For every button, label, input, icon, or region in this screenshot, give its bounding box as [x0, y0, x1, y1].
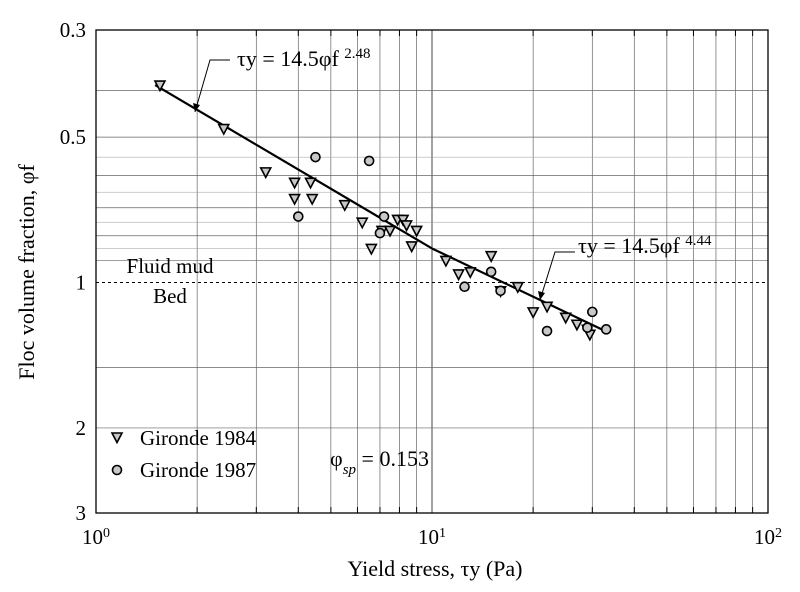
data-point-triangle — [383, 225, 397, 238]
data-point-triangle — [338, 199, 352, 212]
data-point-triangle — [400, 220, 413, 233]
data-point-triangle — [365, 243, 378, 256]
fit-label-leader — [194, 59, 230, 113]
axis-ticks: 100 101 102 0.3 0.5 1 2 3 — [60, 18, 782, 549]
x-axis-label: Yield stress, τy (Pa) — [347, 556, 522, 581]
fit-label: τy = 14.5φf 2.48 — [237, 46, 371, 71]
x-tick-label: 101 — [418, 525, 446, 549]
x-tick-label: 102 — [754, 525, 782, 549]
fit-lines — [154, 84, 603, 331]
bed-label: Bed — [153, 284, 187, 308]
data-point-triangle — [217, 123, 231, 136]
data-point-triangle — [463, 266, 477, 280]
data-point-circle — [292, 211, 304, 222]
data-point-triangle — [526, 307, 540, 320]
data-point-triangle — [396, 214, 410, 227]
data-point-triangle — [304, 177, 317, 190]
data-point-triangle — [288, 177, 301, 190]
fit-label-leader — [539, 251, 575, 301]
data-point-triangle — [439, 255, 453, 268]
data-point-triangle — [540, 301, 554, 314]
y-tick-label: 1 — [76, 271, 87, 295]
y-tick-label: 3 — [76, 501, 87, 525]
grid — [96, 30, 768, 513]
data-point-triangle — [511, 281, 525, 294]
data-point-circle — [310, 151, 321, 163]
data-point-circle — [485, 266, 497, 278]
data-point-circle — [495, 285, 506, 297]
data-point-triangle — [559, 312, 573, 325]
fit-labels: τy = 14.5φf 2.48 τy = 14.5φf 4.44 — [193, 46, 712, 301]
y-tick-label: 0.5 — [60, 125, 86, 149]
data-point-circle — [541, 325, 553, 337]
data-point-circle — [587, 306, 598, 318]
data-point-circle — [459, 281, 470, 293]
data-point-circle — [582, 322, 593, 333]
data-point-triangle — [452, 269, 465, 282]
data-point-triangle — [410, 225, 423, 238]
legend-label: Gironde 1987 — [140, 458, 256, 482]
data-point-triangle — [570, 319, 584, 332]
legend-marker-circle — [111, 464, 123, 476]
legend: Gironde 1984 Gironde 1987 — [110, 426, 257, 482]
fit-label-arrowhead — [538, 291, 545, 300]
data-point-triangle — [405, 241, 419, 254]
plot-frame — [95, 29, 769, 514]
y-axis-label: Floc volume fraction, φf — [14, 164, 39, 380]
data-point-triangle — [355, 217, 369, 230]
data-point-triangle — [484, 250, 498, 263]
fit-label: τy = 14.5φf 4.44 — [578, 233, 712, 258]
data-point-circle — [363, 155, 375, 167]
data-point-triangle — [288, 193, 301, 206]
data-point-circle — [378, 211, 390, 222]
data-point-circle — [374, 227, 386, 239]
data-point-circle — [600, 324, 612, 335]
fluid-mud-label: Fluid mud — [127, 254, 214, 278]
data-point-triangle — [305, 193, 319, 206]
y-tick-label: 0.3 — [60, 18, 86, 42]
y-tick-label: 2 — [76, 416, 87, 440]
legend-marker-triangle — [110, 432, 124, 445]
data-point-triangle — [153, 80, 167, 93]
data-points — [153, 80, 612, 342]
phi-sp-annotation: φsp = 0.153 — [330, 446, 429, 478]
legend-label: Gironde 1984 — [140, 426, 257, 450]
fit-label-arrowhead — [193, 103, 200, 112]
x-tick-label: 100 — [82, 525, 110, 549]
data-point-triangle — [259, 167, 273, 180]
